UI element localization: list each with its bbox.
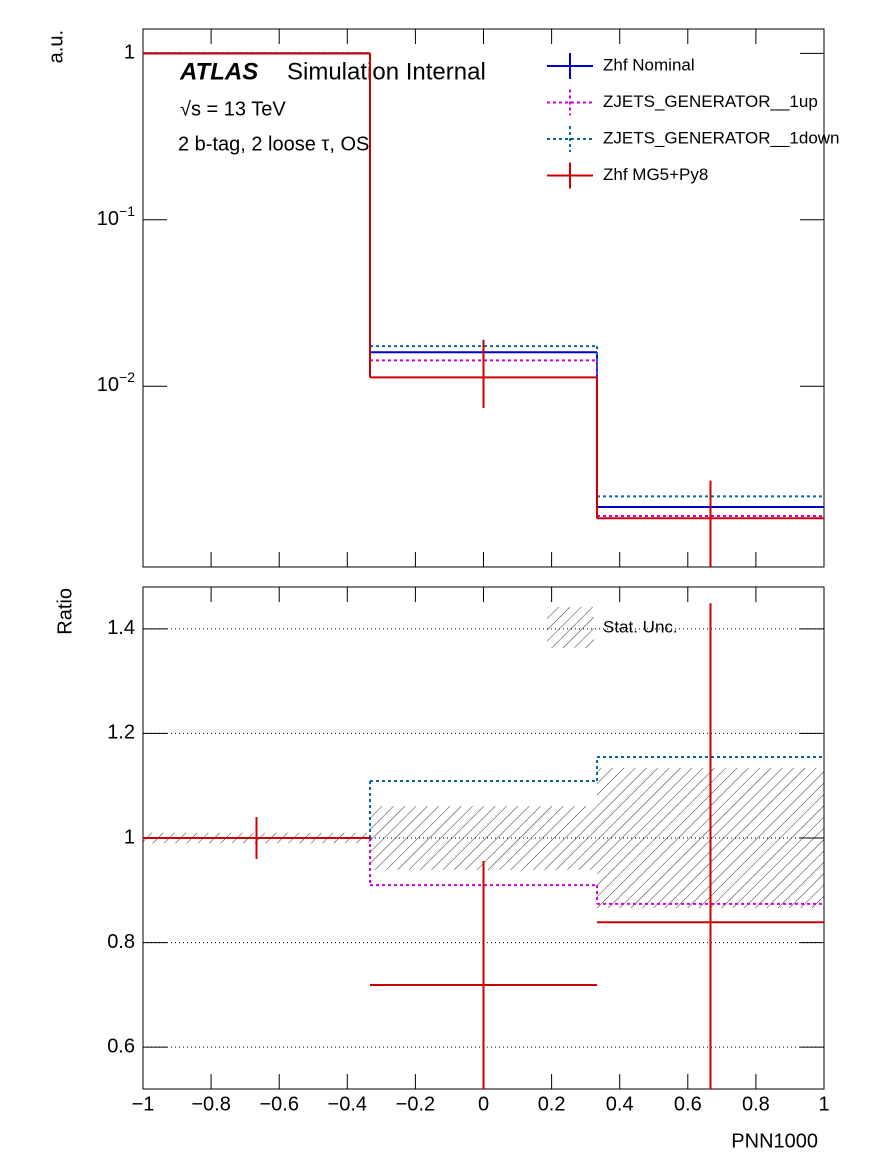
x-tick-label: 0.8 [742,1093,770,1115]
y-axis-title: a.u. [45,30,67,63]
legend-label: ZJETS_GENERATOR__1down [603,128,840,147]
x-tick-label: 0.4 [606,1093,634,1115]
y-tick-exponent: −1 [119,202,135,218]
y-tick-base: 10 [97,208,119,230]
x-tick-label: 0.6 [674,1093,702,1115]
series [143,52,824,518]
y-tick-label: 10−1 [97,202,135,230]
x-tick-label: 1 [818,1093,829,1115]
selection-label: 2 b-tag, 2 loose τ, OS [178,133,369,155]
x-tick-label: −0.8 [191,1093,230,1115]
y-tick-label: 10−2 [97,369,135,397]
y-tick-label: 1.2 [107,722,135,744]
series [143,52,824,509]
x-tick-label: 0 [478,1093,489,1115]
x-tick-label: −1 [132,1093,155,1115]
y-tick-label: 1 [124,826,135,848]
x-tick-label: −0.4 [328,1093,367,1115]
legend-label: ZJETS_GENERATOR__1up [603,92,818,111]
x-tick-label: −0.2 [396,1093,435,1115]
y-tick-label: 0.6 [107,1035,135,1057]
x-tick-label: 0.2 [538,1093,566,1115]
x-tick-label: −0.6 [259,1093,298,1115]
series [143,52,824,520]
legend-band-swatch [547,607,594,648]
y-tick-label: 1.4 [107,617,135,639]
legend-label: Zhf Nominal [603,55,695,74]
atlas-status: Simulation Internal [287,58,486,85]
energy-label: √s = 13 TeV [180,98,286,120]
y-tick-base: 10 [97,374,119,396]
y-axis-title: Ratio [54,588,76,635]
x-axis-title: PNN1000 [731,1130,818,1152]
atlas-label: ATLAS [179,58,258,85]
y-tick-exponent: −2 [119,369,135,385]
legend-label: Stat. Unc. [603,617,678,636]
y-tick-label: 1 [124,42,135,64]
legend-label: Zhf MG5+Py8 [603,165,708,184]
stat-band [370,806,597,870]
y-tick-label: 0.8 [107,931,135,953]
